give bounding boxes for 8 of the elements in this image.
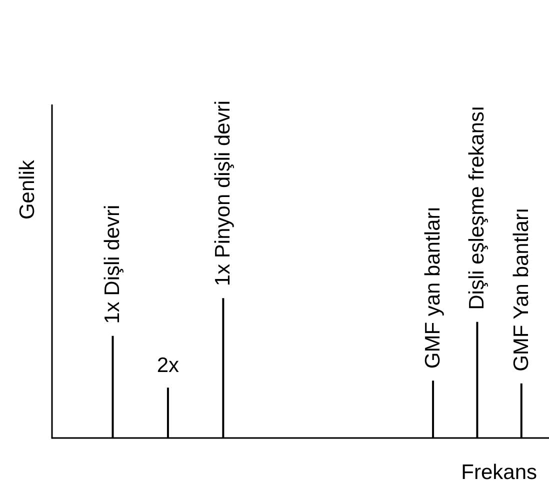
- y-axis-title: Genlik: [16, 160, 39, 220]
- x-tick-label: GMF Yan bantları: [510, 208, 533, 372]
- x-tick-label: 2x: [156, 354, 180, 378]
- x-tick-label: 1x Dişli devri: [101, 204, 124, 324]
- x-tick-label: GMF yan bantları: [422, 206, 445, 369]
- x-tick-label: Dişli eşleşme frekansı: [466, 106, 489, 310]
- x-axis-title: Frekans: [461, 461, 537, 484]
- x-tick-label: 1x Pinyon dişli devri: [212, 100, 235, 286]
